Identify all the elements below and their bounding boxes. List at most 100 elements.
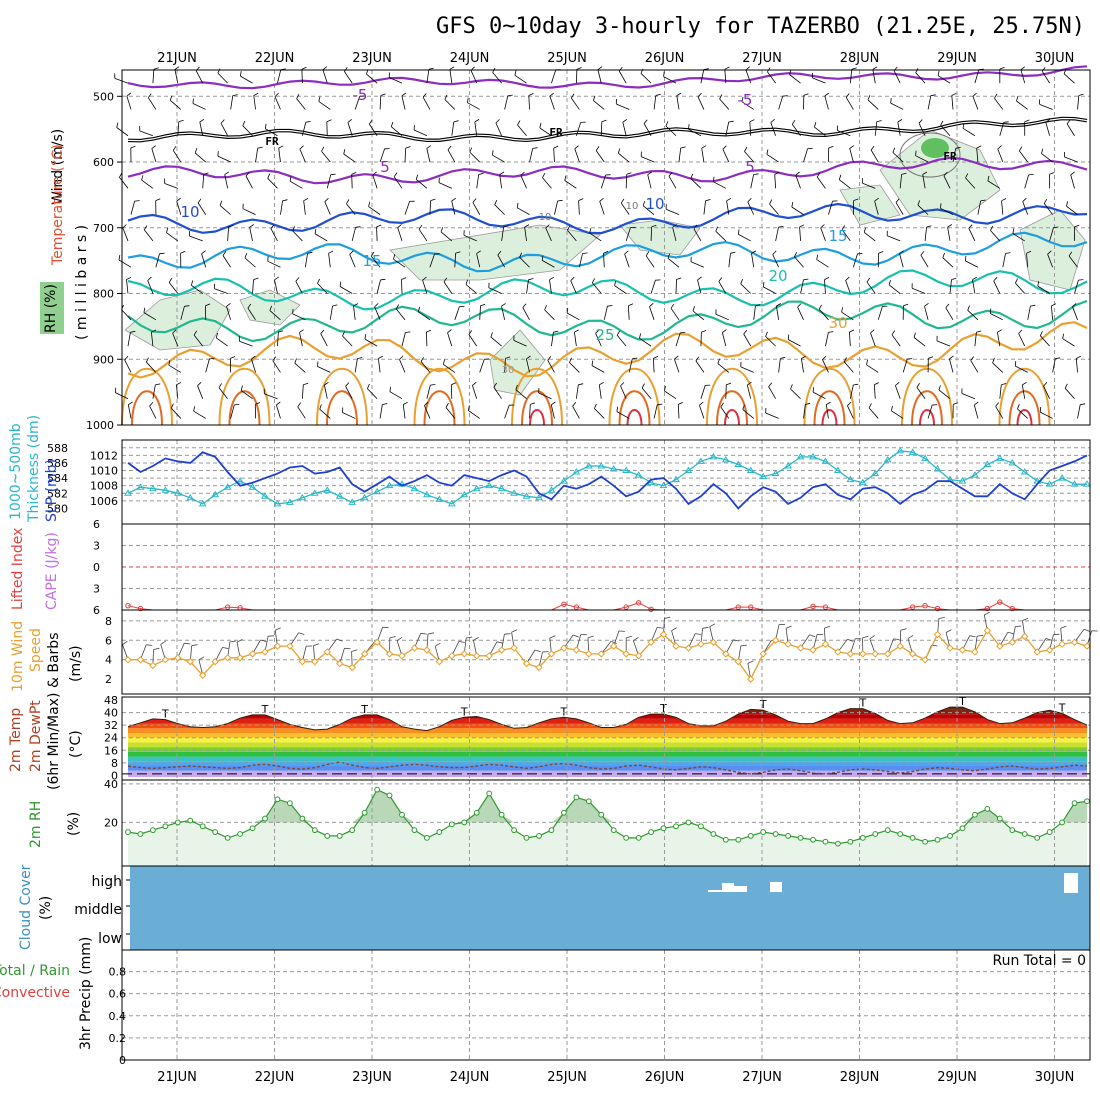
rh-shading: [389, 224, 601, 281]
wind-barb-feather: [240, 385, 243, 391]
wind10-barb-feather: [396, 636, 403, 641]
wind-barb: [713, 181, 727, 189]
wind-barb: [924, 306, 929, 320]
wind-barb-feather: [843, 357, 847, 362]
slp-line: [127, 451, 1088, 510]
wind-barb: [1043, 203, 1053, 215]
wind-barb-feather: [197, 198, 202, 204]
contour-label: 10: [180, 203, 199, 221]
thickness-point: [883, 455, 892, 463]
wind-barb: [990, 313, 1003, 321]
wind-barb-feather: [647, 171, 653, 176]
wind-barb-feather: [440, 227, 444, 233]
wind10-point: [958, 646, 967, 654]
wind-barb: [176, 201, 182, 215]
wind-barb-feather: [217, 68, 221, 74]
wind-barb-feather: [951, 92, 957, 96]
wind-barb: [426, 148, 431, 163]
wind-barb: [820, 227, 826, 242]
wind10-point: [435, 657, 444, 666]
wind10-point: [273, 642, 282, 650]
wind-barb-feather: [209, 357, 215, 360]
wind-barb: [151, 332, 154, 347]
wind-barb: [965, 260, 979, 268]
wind-barb: [699, 405, 705, 419]
lifted-index-point: [125, 603, 131, 609]
wind-barb-feather: [296, 94, 300, 99]
wind10-barb-feather: [695, 633, 702, 635]
rh-high-patch: [921, 138, 949, 158]
wind-barb-feather: [595, 146, 600, 151]
contour-label: 30: [502, 365, 515, 376]
wind-barb: [180, 306, 185, 320]
wind10-point: [1058, 640, 1066, 648]
wind-barb: [738, 234, 751, 242]
precip-tick-label: 0.8: [109, 966, 127, 979]
wind-barb: [488, 287, 502, 294]
wind-barb: [354, 96, 361, 110]
wind10-point: [423, 646, 431, 654]
wind-barb-feather: [972, 276, 978, 281]
wind-barb: [329, 305, 333, 320]
wind-barb-feather: [628, 303, 634, 307]
wind-barb: [277, 69, 282, 84]
wind-barb-feather: [594, 403, 597, 409]
wind-barb-feather: [942, 252, 945, 258]
thickness-point: [846, 475, 855, 483]
slp-tick-label: 1006: [90, 495, 118, 508]
rh-tick-label: 20: [104, 816, 118, 829]
thickness-point: [236, 477, 244, 484]
wind-barb: [772, 254, 779, 268]
temp-band: [128, 751, 1087, 757]
wind-barb: [936, 340, 951, 347]
wind-barb-feather: [147, 93, 152, 98]
rh-shading: [619, 219, 701, 256]
wind-barb-feather: [367, 383, 370, 389]
wind-barb-feather: [490, 332, 493, 338]
wind-barb: [943, 175, 951, 189]
isotherm-40-loop: [1008, 390, 1041, 426]
wind-barb-feather: [868, 403, 872, 409]
wind-tick-label: 4: [105, 654, 112, 667]
wind-barb-feather: [1039, 407, 1042, 413]
rh2m-point: [1071, 800, 1078, 807]
wind-barb-feather: [1030, 304, 1036, 307]
rh2m-point: [299, 815, 306, 822]
wind-barb: [1020, 69, 1026, 84]
rh2m-point: [125, 829, 131, 835]
wind-barb: [775, 227, 779, 242]
wind-barb: [870, 332, 876, 347]
wind-barb-feather: [1020, 66, 1026, 71]
wind-barb-feather: [474, 119, 480, 123]
wind-barb: [426, 332, 428, 347]
wind-barb: [542, 260, 555, 268]
thickness-tick-label: 582: [47, 487, 68, 500]
wind-barb-feather: [1070, 171, 1075, 176]
thickness-point: [410, 484, 419, 492]
temp-max-marker: T: [360, 703, 368, 716]
wind-barb-feather: [926, 225, 932, 228]
wind-barb-feather: [232, 94, 238, 96]
wind-barb-feather: [891, 405, 893, 411]
temp-band: [128, 747, 1087, 752]
temp-tick-label: 24: [104, 732, 118, 745]
wind10-point: [360, 650, 369, 658]
wind-barb: [1075, 358, 1078, 373]
wind-barb: [1051, 305, 1054, 320]
wind-barb: [992, 362, 1004, 373]
temp-max-marker: T: [1058, 701, 1066, 714]
rh2m-point: [573, 794, 580, 801]
wind-barb: [911, 287, 926, 294]
rh2m-point: [660, 825, 667, 832]
wind-barb-feather: [428, 67, 434, 70]
wind-barb-feather: [595, 329, 600, 334]
wind10-barb-feather: [298, 632, 305, 635]
wind-barb: [625, 174, 628, 189]
wind-barb-feather: [688, 124, 690, 130]
wind-barb-feather: [718, 277, 723, 282]
wind-barb: [197, 385, 204, 399]
wind-barb-feather: [522, 303, 527, 308]
wind-barb: [1022, 201, 1029, 215]
wind-barb-feather: [1018, 329, 1023, 334]
